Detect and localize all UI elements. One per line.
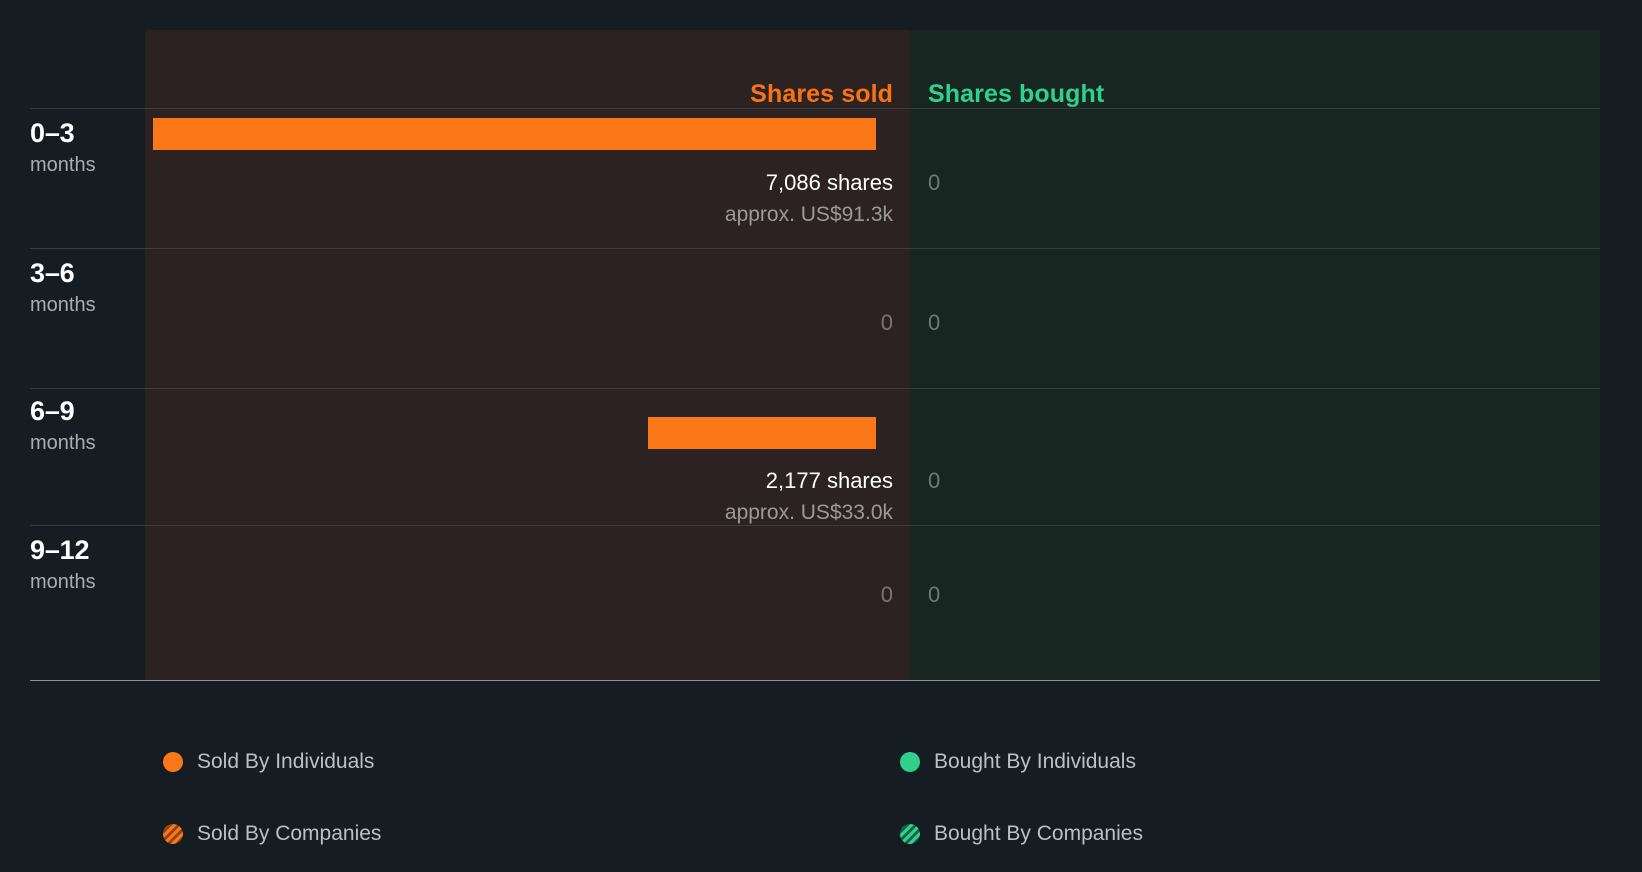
bar-track [145, 388, 910, 525]
table-row: 9–12 months 0 0 [0, 525, 1642, 680]
shares-bought-value: 0 [928, 582, 941, 607]
gridline [30, 248, 1600, 249]
shares-sold-bar[interactable] [648, 417, 876, 449]
shares-bought-value: 0 [928, 170, 941, 195]
legend-item-label: Sold By Companies [197, 822, 382, 845]
legend-item-label: Bought By Individuals [934, 750, 1136, 773]
row-range: 9–12 [30, 535, 90, 565]
bar-track [145, 108, 910, 248]
shares-sold-amount: 2,177 shares [765, 468, 893, 493]
shares-bought-value: 0 [928, 468, 941, 493]
row-range: 3–6 [30, 258, 75, 288]
shares-sold-approx: approx. US$91.3k [724, 203, 893, 226]
row-label-3-6-months: 3–6 months [30, 248, 140, 318]
shares-sold-bar[interactable] [153, 118, 876, 150]
gridline [30, 108, 1600, 109]
row-label-0-3-months: 0–3 months [30, 108, 140, 178]
row-unit: months [30, 571, 96, 593]
shares-sold-amount: 0 [880, 582, 893, 607]
shares-bought-header: Shares bought [928, 80, 1105, 108]
shares-bought-value: 0 [928, 310, 941, 335]
gridline [30, 388, 1600, 389]
legend-item-bought-by-companies[interactable]: Bought By Companies [900, 822, 1143, 846]
filled-circle-icon [900, 752, 920, 772]
legend-item-label: Bought By Companies [934, 822, 1143, 845]
row-label-6-9-months: 6–9 months [30, 388, 140, 456]
table-row: 3–6 months 0 0 [0, 248, 1642, 388]
filled-circle-icon [163, 752, 183, 772]
row-label-9-12-months: 9–12 months [30, 525, 140, 595]
shares-sold-value: 0 [145, 581, 893, 609]
table-row: 0–3 months 7,086 shares approx. US$91.3k… [0, 108, 1642, 248]
row-unit: months [30, 294, 96, 316]
shares-sold-value: 7,086 shares approx. US$91.3k [145, 169, 893, 229]
axis-baseline [30, 680, 1600, 681]
legend-item-sold-by-companies[interactable]: Sold By Companies [163, 822, 381, 846]
table-row: 6–9 months 2,177 shares approx. US$33.0k… [0, 388, 1642, 525]
row-range: 0–3 [30, 118, 75, 148]
legend-item-bought-by-individuals[interactable]: Bought By Individuals [900, 750, 1136, 774]
shares-sold-approx: approx. US$33.0k [724, 501, 893, 524]
shares-sold-header: Shares sold [750, 80, 893, 108]
shares-sold-amount: 7,086 shares [765, 170, 893, 195]
row-unit: months [30, 154, 96, 176]
row-range: 6–9 [30, 396, 75, 426]
legend-item-sold-by-individuals[interactable]: Sold By Individuals [163, 750, 374, 774]
hatched-circle-icon [900, 824, 920, 844]
legend-item-label: Sold By Individuals [197, 750, 375, 773]
shares-sold-value: 2,177 shares approx. US$33.0k [145, 467, 893, 527]
gridline [30, 525, 1600, 526]
shares-sold-value: 0 [145, 309, 893, 337]
chart-header: Shares sold Shares bought [0, 30, 1642, 108]
chart-legend: Sold By Individuals Bought By Individual… [0, 690, 1642, 872]
row-unit: months [30, 432, 96, 454]
shares-sold-amount: 0 [880, 310, 893, 335]
hatched-circle-icon [163, 824, 183, 844]
shares-bought-panel [910, 30, 1600, 680]
